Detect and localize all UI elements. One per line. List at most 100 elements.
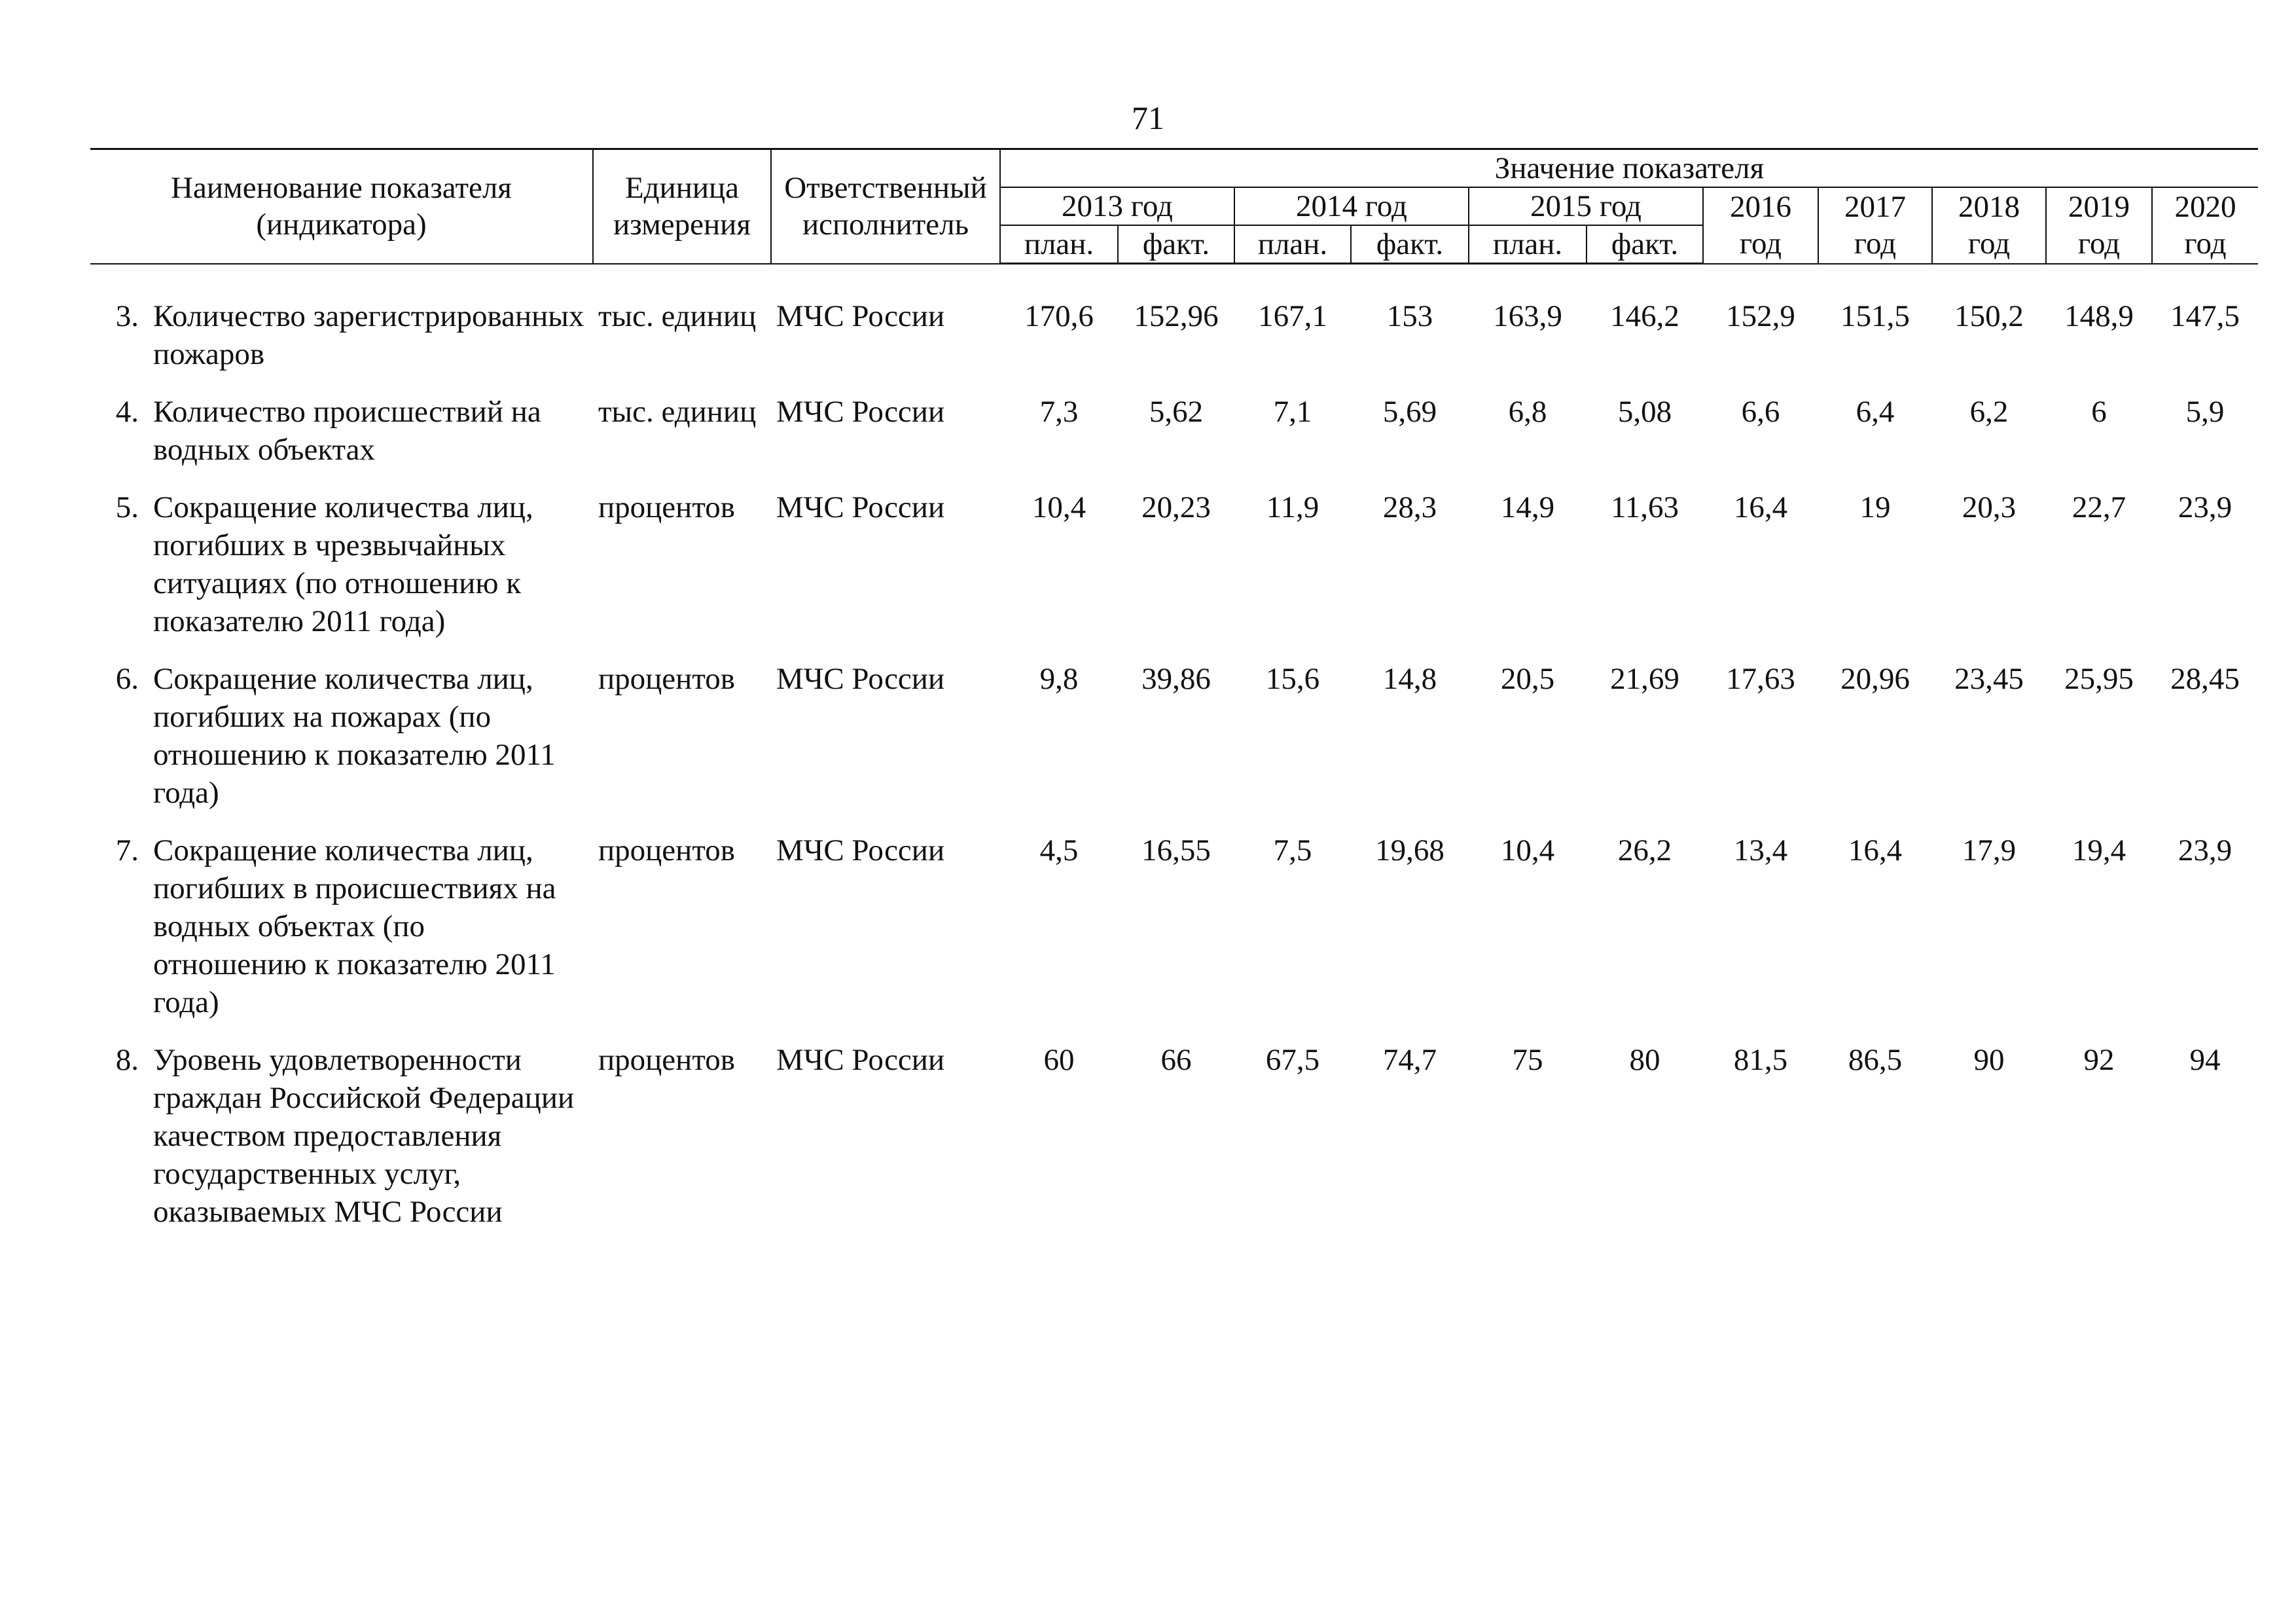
table-row: 7. Сокращение количества лиц, погибших в … (90, 831, 2258, 1041)
header-year-2019-word: год (2077, 227, 2121, 261)
row-number: 5. (115, 490, 139, 524)
value-2015-plan: 14,9 (1500, 490, 1555, 524)
table-header: Наименование показателя (индикатора) Еди… (90, 148, 2259, 264)
header-indicator-name-line1: Наименование показателя (171, 171, 512, 206)
value-2015-fact: 21,69 (1610, 662, 1679, 696)
header-year-2019: 2019 год (2045, 187, 2152, 264)
value-2014-fact: 19,68 (1375, 833, 1444, 867)
header-unit: Единица измерения (592, 148, 771, 264)
indicator-name: Количество происшествий на водных объект… (153, 395, 541, 467)
table-row: 6. Сокращение количества лиц, погибших на… (90, 660, 2258, 831)
value-2013-fact: 16,55 (1141, 833, 1211, 867)
row-number: 4. (115, 395, 139, 429)
header-year-2020-number: 2020 (2174, 190, 2236, 225)
value-2014-plan: 15,6 (1265, 662, 1320, 696)
executor-cell: МЧС России (776, 662, 945, 696)
header-year-2017-word: год (1854, 227, 1897, 261)
header-executor-line1: Ответственный (784, 171, 987, 206)
value-2014-fact: 14,8 (1382, 662, 1437, 696)
value-2015-fact: 146,2 (1610, 299, 1679, 333)
unit-cell: процентов (598, 833, 735, 867)
value-2013-plan: 170,6 (1024, 299, 1094, 333)
value-2018: 150,2 (1954, 299, 2024, 333)
value-2015-plan: 163,9 (1493, 299, 1562, 333)
value-2013-fact: 5,62 (1149, 395, 1204, 429)
value-2015-fact: 11,63 (1610, 490, 1679, 524)
value-2017: 19 (1859, 490, 1891, 524)
indicator-name: Уровень удовлетворенности граждан Россий… (153, 1043, 575, 1229)
value-2013-fact: 152,96 (1134, 299, 1219, 333)
header-unit-line1: Единица (624, 171, 740, 206)
value-2020: 23,9 (2178, 833, 2233, 867)
unit-cell: тыс. единиц (598, 395, 757, 429)
header-year-2017: 2017 год (1818, 187, 1932, 264)
row-number: 7. (115, 833, 139, 867)
value-2015-plan: 6,8 (1508, 395, 1547, 429)
header-year-2016: 2016 год (1702, 187, 1818, 264)
value-2018: 17,9 (1962, 833, 2017, 867)
value-2018: 90 (1973, 1043, 2005, 1077)
row-number: 8. (115, 1043, 139, 1077)
value-2020: 94 (2189, 1043, 2221, 1077)
executor-cell: МЧС России (776, 490, 945, 524)
value-2020: 28,45 (2170, 662, 2240, 696)
header-year-2018-word: год (1967, 227, 2011, 261)
value-2019: 25,95 (2064, 662, 2134, 696)
header-year-2020: 2020 год (2151, 187, 2259, 264)
table-row: 4. Количество происшествий на водных объе… (90, 393, 2258, 488)
value-2014-fact: 153 (1386, 299, 1433, 333)
header-indicator-name: Наименование показателя (индикатора) (90, 148, 593, 264)
row-number: 6. (115, 662, 139, 696)
value-2017: 6,4 (1856, 395, 1895, 429)
unit-cell: тыс. единиц (598, 299, 757, 333)
value-2015-plan: 20,5 (1500, 662, 1555, 696)
value-2014-fact: 74,7 (1382, 1043, 1437, 1077)
header-year-2019-number: 2019 (2068, 190, 2130, 225)
header-fact-2014: факт. (1350, 225, 1469, 264)
value-2014-plan: 167,1 (1258, 299, 1327, 333)
value-2014-fact: 28,3 (1382, 490, 1437, 524)
value-2020: 147,5 (2170, 299, 2240, 333)
value-2014-plan: 67,5 (1265, 1043, 1320, 1077)
table-body: 3. Количество зарегистрированных пожаров … (90, 264, 2258, 1251)
value-2019: 92 (2083, 1043, 2115, 1077)
indicator-name-cell: 4. Количество происшествий на водных объе… (90, 393, 593, 488)
page-number: 71 (1132, 100, 1164, 136)
value-2016: 6,6 (1741, 395, 1780, 429)
indicator-name: Сокращение количества лиц, погибших в чр… (153, 490, 533, 638)
value-2019: 148,9 (2064, 299, 2134, 333)
value-2013-plan: 10,4 (1031, 490, 1086, 524)
indicator-name: Сокращение количества лиц, погибших на п… (153, 662, 556, 810)
unit-cell: процентов (598, 490, 735, 524)
header-fact-2015: факт. (1586, 225, 1703, 264)
row-number: 3. (115, 299, 139, 333)
value-2013-plan: 9,8 (1039, 662, 1079, 696)
header-year-2017-number: 2017 (1844, 190, 1906, 225)
value-2014-fact: 5,69 (1382, 395, 1437, 429)
value-2013-plan: 60 (1043, 1043, 1075, 1077)
header-year-2018: 2018 год (1931, 187, 2046, 264)
header-year-2016-word: год (1739, 227, 1782, 261)
value-2015-fact: 26,2 (1617, 833, 1672, 867)
header-unit-line2: измерения (613, 208, 751, 242)
unit-cell: процентов (598, 1043, 735, 1077)
value-2018: 6,2 (1969, 395, 2009, 429)
value-2014-plan: 7,5 (1273, 833, 1312, 867)
executor-cell: МЧС России (776, 1043, 945, 1077)
value-2017: 20,96 (1840, 662, 1910, 696)
value-2013-plan: 4,5 (1039, 833, 1079, 867)
indicator-name-cell: 6. Сокращение количества лиц, погибших на… (90, 660, 593, 831)
indicator-name-cell: 5. Сокращение количества лиц, погибших в … (90, 488, 593, 660)
executor-cell: МЧС России (776, 395, 945, 429)
indicator-name-cell: 8. Уровень удовлетворенности граждан Росс… (90, 1041, 593, 1250)
value-2014-plan: 11,9 (1266, 490, 1319, 524)
header-value-title: Значение показателя (999, 148, 2259, 188)
unit-cell: процентов (598, 662, 735, 696)
table-row: 8. Уровень удовлетворенности граждан Росс… (90, 1041, 2258, 1250)
value-2013-fact: 20,23 (1141, 490, 1211, 524)
header-plan-2015: план. (1468, 225, 1587, 264)
executor-cell: МЧС России (776, 299, 945, 333)
header-plan-2014: план. (1234, 225, 1351, 264)
header-year-2014: 2014 год (1234, 187, 1469, 226)
value-2018: 20,3 (1962, 490, 2017, 524)
